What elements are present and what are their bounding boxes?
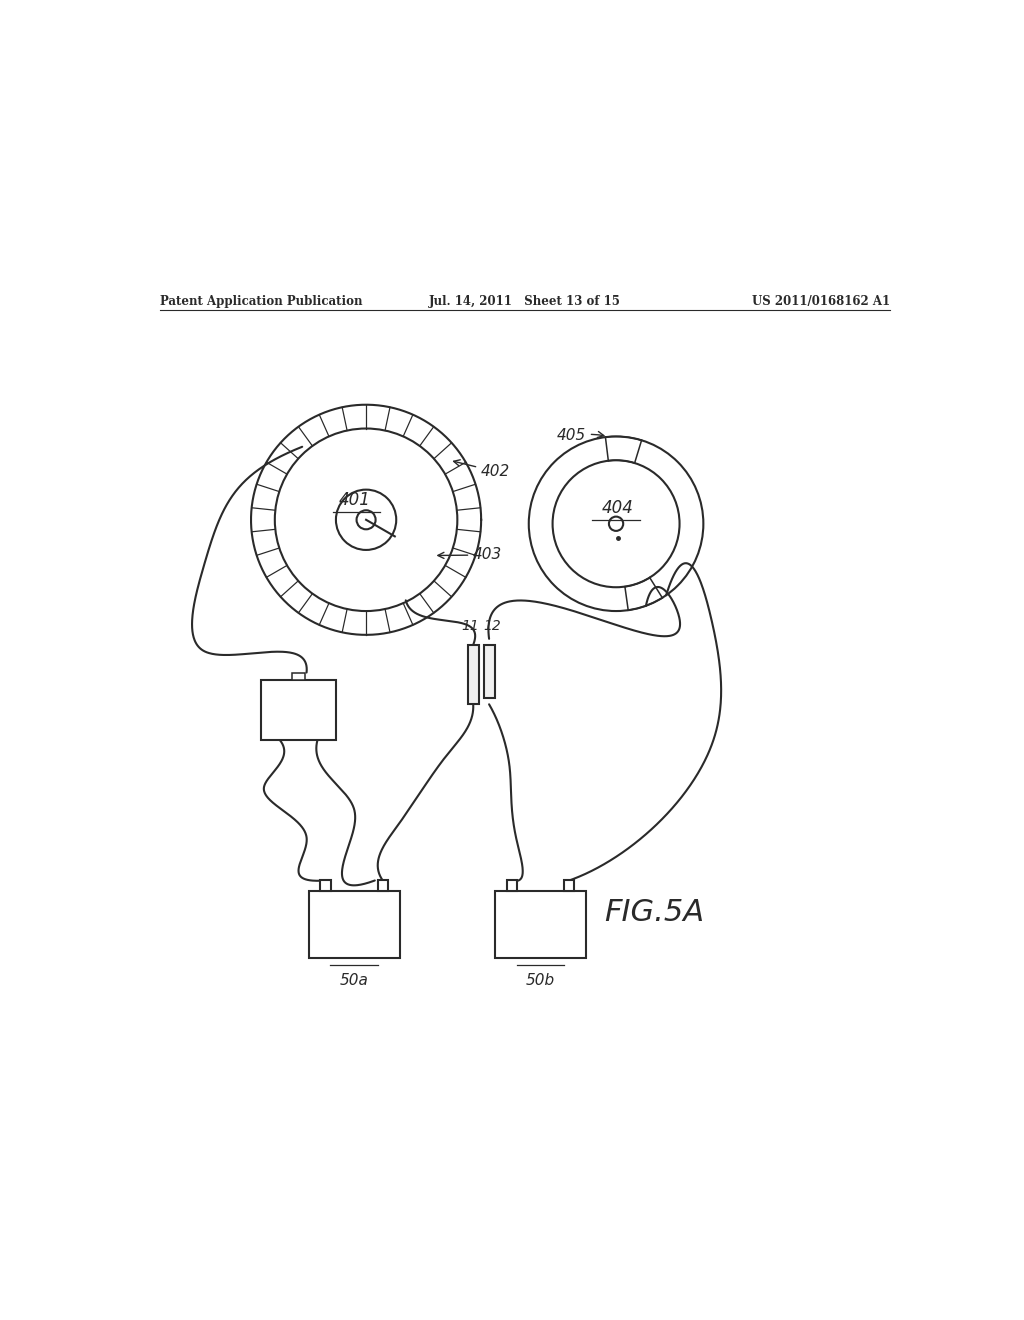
Text: +: +	[564, 879, 574, 892]
Bar	[483, 644, 495, 698]
Text: 12: 12	[483, 619, 501, 634]
Text: 404: 404	[602, 499, 634, 517]
Text: 401: 401	[338, 491, 370, 510]
Text: Jul. 14, 2011   Sheet 13 of 15: Jul. 14, 2011 Sheet 13 of 15	[429, 296, 621, 308]
Text: -: -	[510, 879, 515, 892]
Text: 403: 403	[283, 701, 314, 719]
Bar	[564, 880, 574, 891]
Bar	[308, 891, 399, 958]
Text: Patent Application Publication: Patent Application Publication	[160, 296, 362, 308]
Text: 50b: 50b	[526, 973, 555, 987]
Text: -: -	[380, 879, 385, 892]
Text: 50a: 50a	[340, 973, 369, 987]
Bar	[507, 880, 517, 891]
Text: 405: 405	[557, 429, 604, 444]
Bar	[468, 644, 479, 705]
Text: US 2011/0168162 A1: US 2011/0168162 A1	[752, 296, 890, 308]
Bar	[292, 673, 305, 681]
Bar	[261, 681, 336, 741]
Bar	[321, 880, 331, 891]
Bar	[378, 880, 388, 891]
Text: 403: 403	[438, 548, 503, 562]
Text: FIG.5A: FIG.5A	[604, 898, 705, 927]
Text: 11: 11	[461, 619, 479, 634]
Bar	[495, 891, 587, 958]
Text: +: +	[321, 879, 331, 892]
Text: 402: 402	[454, 459, 510, 479]
